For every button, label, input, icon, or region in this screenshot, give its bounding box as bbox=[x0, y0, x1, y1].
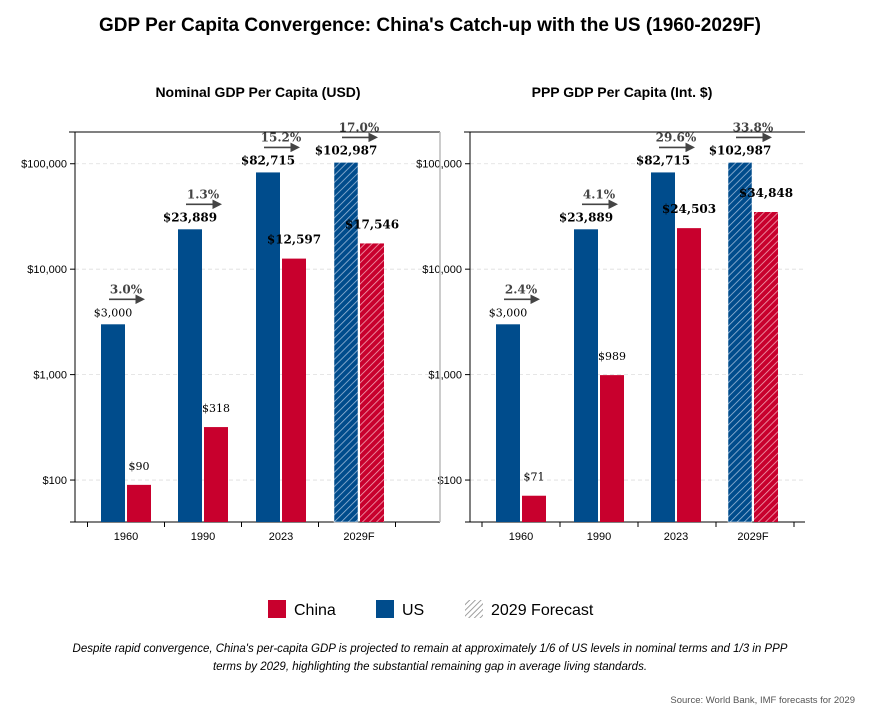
legend: China US 2029 Forecast bbox=[268, 600, 594, 619]
ratio-label: 15.2% bbox=[261, 130, 302, 144]
x-tick-label: 2023 bbox=[664, 531, 688, 543]
ratio-label: 17.0% bbox=[339, 120, 380, 134]
y-tick-label: $100 bbox=[43, 475, 67, 487]
panel-nominal: Nominal GDP Per Capita (USD) $100 $1,000 $1… bbox=[21, 84, 440, 543]
bar-us-1960 bbox=[101, 324, 125, 522]
ratio-label: 1.3% bbox=[187, 187, 220, 201]
y-tick-label: $1,000 bbox=[33, 370, 67, 382]
value-label-us: $3,000 bbox=[94, 306, 133, 319]
caption-line-2: terms by 2029, highlighting the substant… bbox=[213, 661, 647, 673]
bar-us-2023 bbox=[651, 172, 675, 522]
bar-china-2029F bbox=[754, 212, 778, 522]
bar-us-1960 bbox=[496, 324, 520, 522]
value-label-us: $3,000 bbox=[489, 306, 528, 319]
y-tick-label: $100,000 bbox=[21, 159, 67, 171]
legend-label-china: China bbox=[294, 602, 336, 619]
ratio-label: 4.1% bbox=[583, 187, 616, 201]
bar-us-2029F bbox=[333, 162, 359, 523]
chart-title: GDP Per Capita Convergence: China's Catc… bbox=[99, 15, 761, 36]
value-label-us: $102,987 bbox=[315, 143, 378, 157]
value-label-china: $24,503 bbox=[662, 202, 716, 216]
x-tick-label: 1990 bbox=[587, 531, 611, 543]
value-label-china: $34,848 bbox=[739, 186, 793, 200]
y-tick-label: $100 bbox=[438, 475, 462, 487]
legend-swatch-china bbox=[268, 600, 286, 618]
bar-china-1960 bbox=[522, 495, 546, 522]
bar-china-1990 bbox=[600, 375, 624, 522]
x-tick-label: 2029F bbox=[737, 531, 768, 543]
bar-china-2023 bbox=[282, 258, 306, 522]
y-tick-label: $10,000 bbox=[422, 264, 462, 276]
source-note: Source: World Bank, IMF forecasts for 20… bbox=[670, 695, 855, 706]
legend-swatch-forecast bbox=[465, 600, 483, 618]
caption-line-1: Despite rapid convergence, China's per-c… bbox=[73, 643, 788, 655]
panel-ppp: PPP GDP Per Capita (Int. $) $100 $1,000 $10… bbox=[416, 84, 805, 543]
ratio-label: 3.0% bbox=[110, 282, 143, 296]
x-tick-label: 2029F bbox=[343, 531, 374, 543]
bar-us-1990 bbox=[574, 229, 598, 522]
value-label-us: $23,889 bbox=[163, 210, 217, 224]
x-tick-label: 1960 bbox=[509, 531, 533, 543]
bar-us-2023 bbox=[256, 172, 280, 522]
ratio-label: 33.8% bbox=[733, 120, 774, 134]
x-tick-label: 1990 bbox=[191, 531, 215, 543]
legend-swatch-us bbox=[376, 600, 394, 618]
value-label-china: $17,546 bbox=[345, 217, 399, 231]
value-label-china: $90 bbox=[129, 460, 150, 473]
value-label-us: $82,715 bbox=[636, 153, 690, 167]
bar-china-2023 bbox=[677, 228, 701, 522]
value-label-china: $12,597 bbox=[267, 233, 321, 247]
value-label-us: $102,987 bbox=[709, 143, 772, 157]
value-label-us: $82,715 bbox=[241, 153, 295, 167]
x-tick-label: 1960 bbox=[114, 531, 138, 543]
value-label-china: $318 bbox=[202, 402, 230, 415]
panel-title: Nominal GDP Per Capita (USD) bbox=[155, 84, 360, 100]
ratio-label: 2.4% bbox=[505, 282, 538, 296]
x-tick-label: 2023 bbox=[269, 531, 293, 543]
value-label-us: $23,889 bbox=[559, 210, 613, 224]
value-label-china: $989 bbox=[598, 350, 626, 363]
legend-label-forecast: 2029 Forecast bbox=[491, 602, 594, 619]
y-tick-label: $10,000 bbox=[27, 264, 67, 276]
bar-china-2029F bbox=[360, 243, 384, 522]
y-tick-label: $100,000 bbox=[416, 159, 462, 171]
panel-title: PPP GDP Per Capita (Int. $) bbox=[532, 84, 713, 100]
bar-us-1990 bbox=[178, 229, 202, 522]
bar-us-2029F bbox=[727, 162, 753, 523]
bar-china-1990 bbox=[204, 427, 228, 522]
y-tick-label: $1,000 bbox=[428, 370, 462, 382]
ratio-label: 29.6% bbox=[656, 130, 697, 144]
bar-china-1960 bbox=[127, 484, 151, 522]
legend-label-us: US bbox=[402, 602, 424, 619]
value-label-china: $71 bbox=[524, 471, 545, 484]
